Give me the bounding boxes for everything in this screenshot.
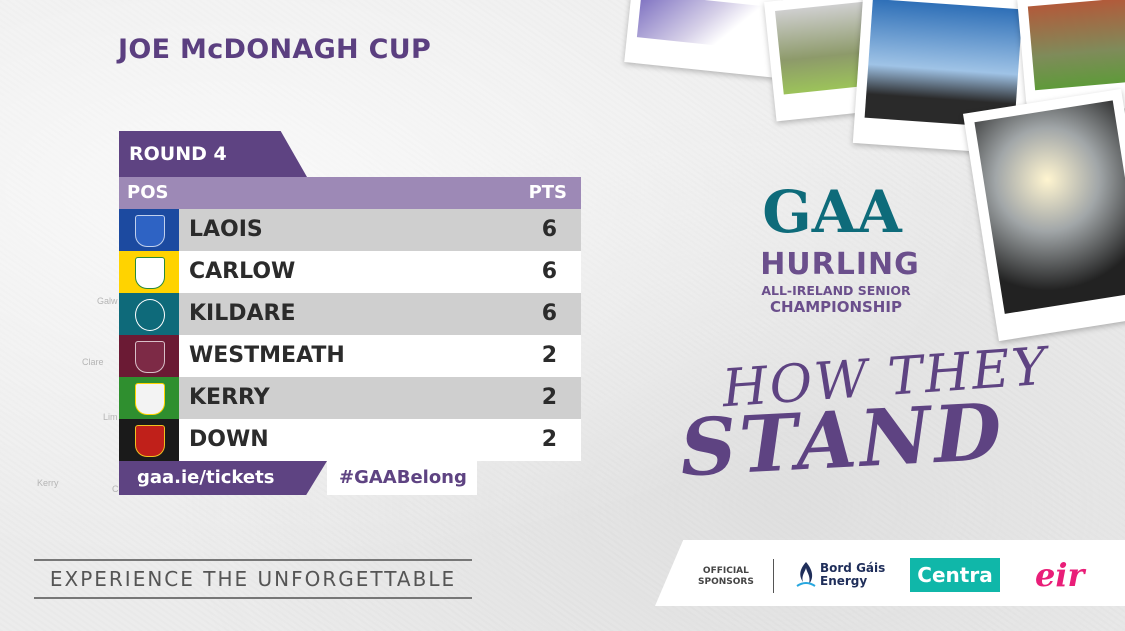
round-tab: ROUND 4 bbox=[119, 131, 307, 177]
bge-line2: Energy bbox=[820, 574, 868, 588]
gaa-logo-text: GAA bbox=[762, 180, 903, 240]
team-name: DOWN bbox=[189, 427, 269, 452]
map-label: Co bbox=[112, 484, 124, 494]
table-footer: gaa.ie/tickets #GAABelong bbox=[119, 461, 581, 495]
bord-gais-flame-icon bbox=[796, 562, 816, 587]
kerry-crest-icon bbox=[119, 377, 179, 419]
official-sponsors-label: OFFICIAL SPONSORS bbox=[698, 566, 754, 588]
carlow-crest-icon bbox=[119, 251, 179, 293]
team-points: 2 bbox=[541, 385, 557, 410]
gaa-logo-icon: GAA bbox=[762, 180, 903, 240]
team-points: 2 bbox=[541, 427, 557, 452]
tickets-label: gaa.ie/tickets bbox=[137, 467, 275, 488]
team-name: CARLOW bbox=[189, 259, 296, 284]
stand-heading: STAND bbox=[677, 386, 1007, 495]
table-row: DOWN 2 bbox=[119, 419, 581, 461]
team-points: 2 bbox=[541, 343, 557, 368]
hurling-label: HURLING bbox=[760, 247, 920, 282]
map-label: Clare bbox=[82, 357, 104, 367]
sponsor-label-line2: SPONSORS bbox=[698, 577, 754, 587]
map-label: Galw bbox=[97, 296, 118, 306]
laois-crest-icon bbox=[119, 209, 179, 251]
table-row: CARLOW 6 bbox=[119, 251, 581, 293]
tagline: EXPERIENCE THE UNFORGETTABLE bbox=[34, 559, 472, 599]
table-row: LAOIS 6 bbox=[119, 209, 581, 251]
table-row: KERRY 2 bbox=[119, 377, 581, 419]
divider bbox=[773, 559, 774, 593]
bge-line1: Bord Gáis bbox=[820, 561, 886, 575]
hashtag: #GAABelong bbox=[327, 461, 477, 495]
page-title: JOE McDONAGH CUP bbox=[118, 34, 432, 65]
westmeath-crest-icon bbox=[119, 335, 179, 377]
table-row: WESTMEATH 2 bbox=[119, 335, 581, 377]
centra-logo: Centra bbox=[910, 558, 1000, 592]
sponsor-strip bbox=[655, 540, 1125, 606]
team-points: 6 bbox=[541, 217, 557, 242]
photo-team-sunset bbox=[962, 88, 1125, 342]
map-label: Kerry bbox=[37, 478, 59, 488]
championship-label: CHAMPIONSHIP bbox=[770, 298, 902, 316]
tickets-link[interactable]: gaa.ie/tickets bbox=[119, 461, 327, 495]
all-ireland-label: ALL-IRELAND SENIOR bbox=[761, 283, 911, 298]
kildare-crest-icon bbox=[119, 293, 179, 335]
hashtag-label: #GAABelong bbox=[339, 467, 467, 488]
eir-logo: eir bbox=[1035, 556, 1085, 594]
team-name: KERRY bbox=[189, 385, 270, 410]
sponsor-label-line1: OFFICIAL bbox=[702, 566, 749, 576]
table-rows: LAOIS 6 CARLOW 6 KILDARE 6 WESTMEATH 2 K… bbox=[119, 209, 581, 461]
table-header: POS PTS bbox=[119, 177, 581, 209]
bord-gais-logo: Bord Gáis Energy bbox=[820, 562, 885, 588]
team-points: 6 bbox=[541, 259, 557, 284]
photo-hurley-ball bbox=[624, 0, 782, 78]
team-name: WESTMEATH bbox=[189, 343, 345, 368]
pos-header: POS bbox=[127, 182, 169, 203]
pts-header: PTS bbox=[528, 182, 567, 203]
team-name: KILDARE bbox=[189, 301, 296, 326]
team-name: LAOIS bbox=[189, 217, 263, 242]
team-points: 6 bbox=[541, 301, 557, 326]
map-label: Lim bbox=[103, 412, 118, 422]
down-crest-icon bbox=[119, 419, 179, 461]
table-row: KILDARE 6 bbox=[119, 293, 581, 335]
round-label: ROUND 4 bbox=[129, 143, 227, 165]
